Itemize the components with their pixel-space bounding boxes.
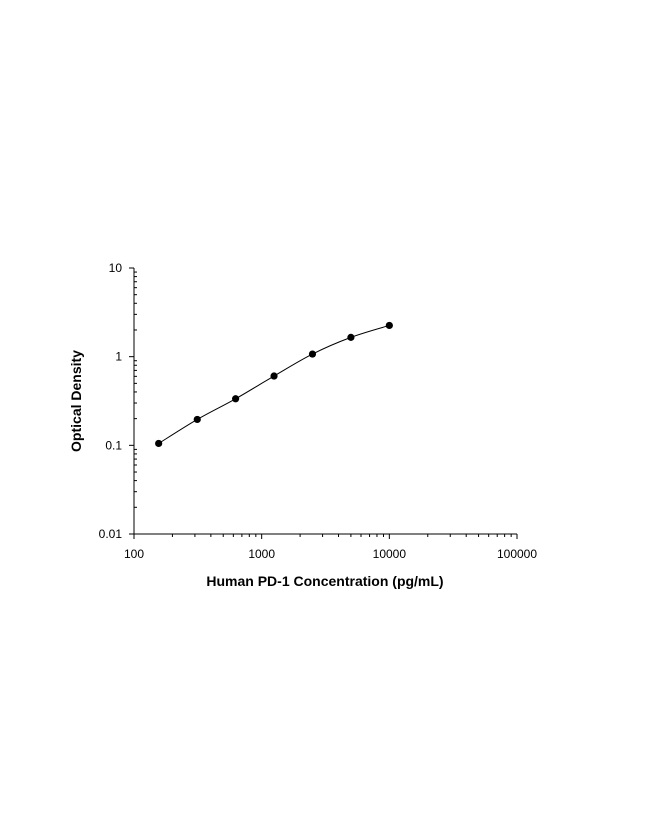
data-point [270, 372, 278, 380]
y-tick-label: 1 [115, 350, 122, 364]
x-tick-label: 1000 [248, 547, 275, 561]
x-tick-labels: 100 1000 10000 100000 [124, 547, 537, 561]
data-point [193, 415, 201, 424]
y-tick-label: 0.1 [105, 438, 122, 452]
data-point [385, 321, 393, 330]
x-tick-label: 10000 [373, 547, 407, 561]
minor-ticks [134, 271, 512, 537]
data-point [308, 350, 317, 358]
x-tick-label: 100 [124, 547, 144, 561]
y-tick-label: 10 [109, 261, 123, 275]
data-points [155, 321, 393, 448]
fit-curve [158, 324, 390, 444]
data-point [347, 333, 355, 341]
data-point [155, 439, 163, 448]
major-ticks [129, 267, 518, 539]
y-tick-labels: 0.01 0.1 1 10 [99, 261, 123, 541]
x-axis-title: Human PD-1 Concentration (pg/mL) [206, 573, 443, 589]
x-tick-label: 100000 [497, 547, 537, 561]
data-point [232, 395, 240, 403]
y-axis-title: Optical Density [68, 350, 84, 452]
y-tick-label: 0.01 [99, 527, 123, 541]
